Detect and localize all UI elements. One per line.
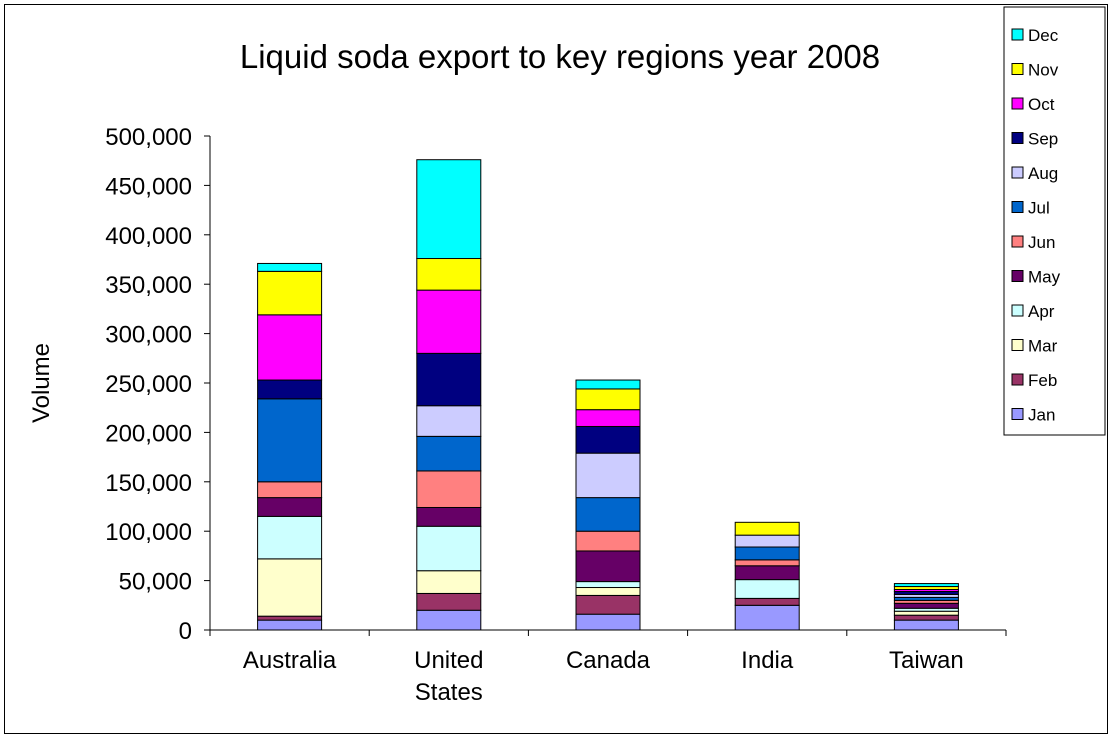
legend-label-aug: Aug xyxy=(1028,164,1058,183)
bar-segment-feb xyxy=(257,615,323,621)
y-tick-label: 0 xyxy=(179,618,192,645)
x-tick-label: Australia xyxy=(243,647,337,674)
y-tick-label: 100,000 xyxy=(105,519,192,546)
bar-segment-apr xyxy=(257,515,323,560)
bar-segment-mar xyxy=(416,570,482,594)
legend: Dec Nov Oct Sep Aug Jul Jun May Apr Mar Feb Jan xyxy=(1003,6,1106,436)
bar-segment-feb xyxy=(893,614,959,621)
bar-segment-mar xyxy=(257,558,323,617)
stacked-bar-chart: Liquid soda export to key regions year 2… xyxy=(28,6,1106,706)
bar-segment-mar xyxy=(575,587,641,596)
chart-area: Liquid soda export to key regions year 2… xyxy=(4,4,1108,734)
legend-swatch-mar xyxy=(1011,339,1024,351)
bar-segment-may xyxy=(257,497,323,517)
bar-segment-jan xyxy=(893,619,959,631)
bar-segment-oct xyxy=(416,289,482,354)
legend-swatch-apr xyxy=(1011,304,1024,317)
legend-label-sep: Sep xyxy=(1028,130,1058,149)
legend-label-jun: Jun xyxy=(1028,233,1055,252)
legend-box xyxy=(1003,6,1106,436)
y-tick-label: 150,000 xyxy=(105,470,192,497)
bar-segment-feb xyxy=(416,592,482,611)
y-tick-label: 500,000 xyxy=(105,124,192,151)
bar-segment-oct xyxy=(257,314,323,381)
bar-segment-nov xyxy=(734,521,800,536)
legend-swatch-sep xyxy=(1011,132,1024,144)
legend-swatch-may xyxy=(1011,270,1024,282)
y-tick-label: 450,000 xyxy=(105,173,192,200)
legend-label-jan: Jan xyxy=(1028,406,1055,425)
legend-label-dec: Dec xyxy=(1028,26,1059,45)
bar-segment-jul xyxy=(257,398,323,483)
legend-swatch-jun xyxy=(1011,235,1024,248)
bar-segment-mar xyxy=(893,610,959,616)
y-axis-label: Volume xyxy=(28,343,55,423)
bar-segment-apr xyxy=(575,581,641,589)
bar-segment-jun xyxy=(257,481,323,499)
y-tick-label: 200,000 xyxy=(105,420,192,447)
legend-swatch-oct xyxy=(1011,97,1024,110)
x-tick-label: United xyxy=(414,647,483,674)
bar-segment-oct xyxy=(575,409,641,427)
bar-segment-jul xyxy=(416,435,482,472)
legend-label-jul: Jul xyxy=(1028,199,1050,218)
x-tick-label: India xyxy=(741,647,794,674)
bar-segment-feb xyxy=(575,594,641,615)
y-tick-label: 300,000 xyxy=(105,322,192,349)
x-tick-label: Canada xyxy=(566,647,651,674)
bar-segment-nov xyxy=(575,388,641,411)
bar-segment-jul xyxy=(734,546,800,561)
bar-segment-dec xyxy=(257,262,323,272)
legend-label-mar: Mar xyxy=(1028,337,1058,356)
bar-segment-sep xyxy=(257,379,323,400)
legend-label-feb: Feb xyxy=(1028,371,1057,390)
bar-segment-sep xyxy=(575,425,641,454)
legend-label-oct: Oct xyxy=(1028,95,1055,114)
x-tick-label: States xyxy=(415,679,483,706)
x-tick-label: Taiwan xyxy=(889,647,964,674)
legend-label-nov: Nov xyxy=(1028,61,1059,80)
bar-segment-feb xyxy=(734,597,800,606)
bar-segment-jun xyxy=(575,530,641,552)
legend-swatch-jul xyxy=(1011,201,1024,213)
bar-segment-dec xyxy=(893,583,959,588)
legend-swatch-feb xyxy=(1011,373,1024,386)
legend-label-may: May xyxy=(1028,268,1061,287)
legend-swatch-jan xyxy=(1011,408,1024,420)
bar-segment-nov xyxy=(416,258,482,291)
chart-title: Liquid soda export to key regions year 2… xyxy=(240,38,880,75)
legend-swatch-aug xyxy=(1011,166,1024,179)
legend-swatch-dec xyxy=(1011,28,1024,41)
bar-segment-aug xyxy=(575,452,641,499)
bar-segment-may xyxy=(575,550,641,583)
bar-segment-jun xyxy=(734,559,800,567)
bar-segment-aug xyxy=(416,405,482,437)
bar-segment-dec xyxy=(416,159,482,260)
legend-swatch-nov xyxy=(1011,63,1024,75)
y-tick-label: 350,000 xyxy=(105,272,192,299)
y-tick-label: 250,000 xyxy=(105,371,192,398)
bar-segment-aug xyxy=(734,534,800,548)
bar-segment-jan xyxy=(416,609,482,631)
bar-segment-jan xyxy=(257,619,323,631)
plot-area: 0 50,000 100,000 150,000 200,000 250,000 300,0… xyxy=(28,124,1007,706)
bar-segment-jul xyxy=(575,497,641,532)
bar-segment-apr xyxy=(734,579,800,599)
bar-segment-dec xyxy=(575,379,641,390)
bar-segment-sep xyxy=(416,352,482,407)
bar-segment-may xyxy=(416,506,482,527)
y-tick-label: 50,000 xyxy=(119,569,192,596)
bar-segment-nov xyxy=(257,270,323,316)
bar-segment-apr xyxy=(416,525,482,572)
legend-label-apr: Apr xyxy=(1028,302,1055,321)
bar-segment-may xyxy=(734,565,800,581)
bar-segment-may xyxy=(893,602,959,609)
bar-segment-jan xyxy=(734,604,800,631)
bar-segment-jun xyxy=(416,470,482,508)
bar-segment-jan xyxy=(575,613,641,631)
y-tick-label: 400,000 xyxy=(105,223,192,250)
